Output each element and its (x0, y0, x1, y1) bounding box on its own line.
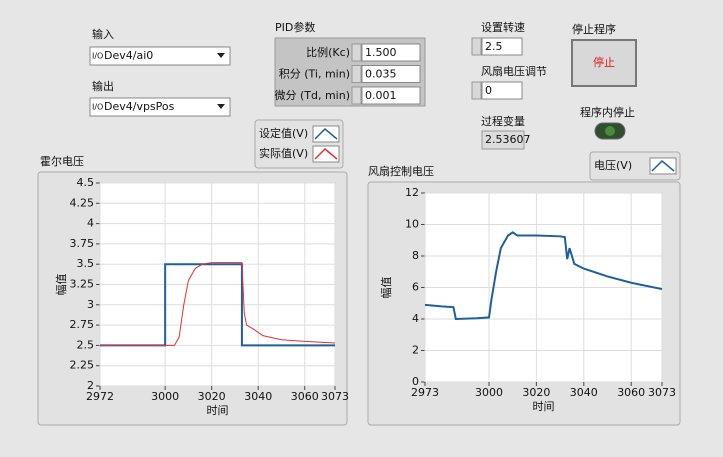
x-axis-label: 时间 (533, 400, 555, 413)
x-tick-label: 3020 (198, 390, 226, 403)
legend-icon (649, 157, 677, 175)
legend-label: 电压(V) (594, 159, 632, 172)
process-label: 过程变量 (481, 114, 525, 128)
legend-swatch (651, 159, 675, 172)
fan-label: 风扇电压调节 (481, 64, 547, 78)
process-indicator (481, 130, 525, 150)
output-label: 输出 (92, 79, 114, 93)
io-icon: I/O (92, 52, 103, 61)
input-dropdown[interactable] (89, 46, 231, 66)
series-line (100, 262, 336, 346)
y-tick-label: 4 (87, 217, 94, 230)
dropdown-arrow (217, 104, 225, 109)
speed-input[interactable] (481, 37, 523, 56)
speed-value: 2.5 (485, 40, 503, 53)
x-tick-label: 3020 (522, 386, 550, 399)
dropdown-arrow (217, 53, 225, 58)
pid-row-value: 0.001 (365, 89, 397, 102)
pid-row-value: 0.035 (365, 68, 397, 81)
y-tick-label: 10 (405, 218, 419, 231)
y-tick-label: 4.5 (77, 176, 95, 189)
pid-row-label: 比例(Kc) (306, 45, 350, 59)
legend-swatch (314, 127, 338, 140)
x-tick-label: 3073 (648, 386, 676, 399)
output-value: Dev4/vpsPos (104, 100, 175, 113)
input-value: Dev4/ai0 (104, 49, 153, 62)
y-tick-label: 2.5 (77, 338, 95, 351)
y-tick-label: 3.25 (70, 278, 95, 291)
y-tick-label: 2.25 (70, 359, 95, 372)
y-tick-label: 8 (412, 249, 419, 262)
legend-icon (312, 125, 340, 143)
spinner[interactable] (471, 81, 482, 100)
pid-input[interactable] (361, 43, 421, 62)
pid-row-value: 1.500 (365, 46, 397, 59)
pid-row-label: 积分 (Ti, min) (279, 68, 350, 81)
y-axis-label: 幅值 (380, 277, 393, 299)
y-tick-label: 2 (412, 344, 419, 357)
pid-row-label: 微分 (Td, min) (274, 88, 350, 102)
pid-input[interactable] (361, 86, 421, 105)
spinner[interactable] (351, 86, 362, 105)
speed-label: 设置转速 (481, 20, 525, 34)
legend-swatch (314, 147, 338, 160)
y-tick-label: 2.75 (70, 318, 95, 331)
spinner[interactable] (471, 37, 482, 56)
fan-input[interactable] (481, 81, 523, 100)
spinner[interactable] (351, 43, 362, 62)
y-tick-label: 6 (412, 281, 419, 294)
y-tick-label: 4 (412, 312, 419, 325)
led (605, 126, 615, 136)
legend-label: 实际值(V) (259, 146, 308, 160)
x-tick-label: 3000 (151, 390, 179, 403)
stop-button-text: 停止 (593, 55, 615, 69)
chart-title: 霍尔电压 (40, 155, 84, 168)
stop-button[interactable] (571, 39, 637, 87)
x-tick-label: 3040 (570, 386, 598, 399)
internal-stop-label: 程序内停止 (580, 105, 635, 119)
input-label: 输入 (92, 27, 114, 41)
chart-title: 风扇控制电压 (368, 164, 434, 178)
y-axis-label: 幅值 (55, 274, 68, 296)
x-tick-label: 3060 (291, 390, 319, 403)
pid-title: PID参数 (275, 20, 315, 34)
x-tick-label: 2972 (86, 390, 114, 403)
y-tick-label: 4.25 (70, 196, 95, 209)
pid-input[interactable] (361, 65, 421, 83)
x-tick-label: 3040 (244, 390, 272, 403)
y-tick-label: 3.75 (70, 237, 95, 250)
x-tick-label: 3060 (617, 386, 645, 399)
process-value: 2.53607 (485, 133, 531, 146)
output-dropdown[interactable] (89, 97, 231, 117)
x-tick-label: 3000 (475, 386, 503, 399)
series-line (424, 231, 663, 321)
x-axis-label: 时间 (207, 404, 229, 417)
spinner[interactable] (351, 65, 362, 83)
stop-label: 停止程序 (572, 22, 616, 36)
y-tick-label: 12 (405, 186, 419, 199)
y-tick-label: 0 (412, 375, 419, 388)
x-tick-label: 2973 (411, 386, 439, 399)
y-tick-label: 2 (87, 379, 94, 392)
y-tick-label: 3 (87, 298, 94, 311)
legend-label: 设定值(V) (259, 126, 308, 140)
x-tick-label: 3073 (321, 390, 349, 403)
y-tick-label: 3.5 (77, 257, 95, 270)
io-icon: I/O (92, 103, 103, 112)
legend-icon (312, 145, 340, 163)
fan-value: 0 (485, 84, 492, 97)
